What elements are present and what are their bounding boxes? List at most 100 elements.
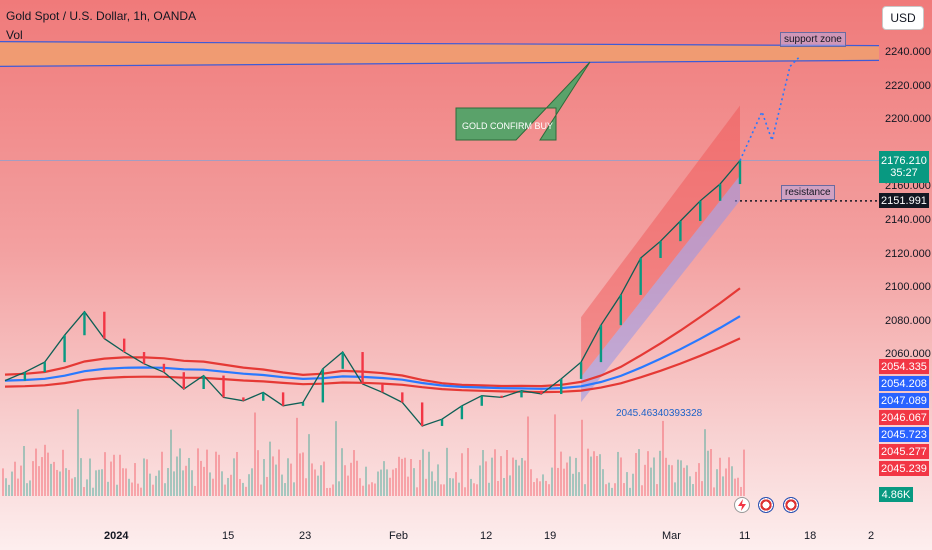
volume-bar — [488, 482, 490, 496]
lightning-icon[interactable] — [734, 497, 750, 513]
y-axis-tick: 2060.000 — [885, 348, 931, 361]
volume-bar — [35, 448, 37, 496]
volume-bar — [14, 461, 16, 496]
price-tag: 2045.723 — [879, 427, 929, 442]
volume-bar — [368, 484, 370, 496]
x-axis-tick: 11 — [739, 530, 751, 542]
y-axis-tick: 2200.000 — [885, 113, 931, 126]
x-axis-tick: 19 — [544, 530, 557, 542]
volume-bar — [23, 445, 25, 496]
volume-bar — [539, 481, 541, 496]
volume-bar — [560, 451, 562, 496]
volume-bar — [470, 478, 472, 496]
price-candle — [718, 184, 722, 201]
price-candle — [301, 402, 305, 406]
volume-bar — [230, 474, 232, 496]
support-zone-bottom-line — [0, 59, 880, 67]
volume-bar — [113, 454, 115, 496]
volume-bar — [605, 484, 607, 496]
support-zone-top-line — [0, 41, 880, 47]
volume-bar — [206, 449, 208, 496]
volume-bar — [350, 462, 352, 496]
volume-bar — [191, 470, 193, 496]
volume-bar — [188, 457, 190, 496]
volume-bar — [335, 421, 337, 496]
volume-bar — [545, 480, 547, 496]
volume-bar — [449, 478, 451, 496]
volume-bar — [128, 478, 130, 496]
volume-bar — [683, 467, 685, 496]
volume-bar — [671, 465, 673, 496]
volume-bar — [155, 475, 157, 496]
price-candle — [420, 402, 424, 426]
price-candle — [599, 325, 603, 363]
volume-bar — [710, 449, 712, 496]
volume-bar — [701, 481, 703, 496]
volume-bar — [251, 468, 253, 496]
volume-bar — [440, 484, 442, 496]
volume-bar — [260, 484, 262, 496]
volume-bar — [11, 471, 13, 496]
y-axis-tick: 2100.000 — [885, 281, 931, 294]
volume-bar — [89, 458, 91, 496]
volume-bar — [290, 463, 292, 496]
us-flag-icon[interactable] — [783, 497, 799, 513]
volume-bar — [278, 449, 280, 496]
volume-bar — [92, 487, 94, 496]
volume-bar — [287, 458, 289, 496]
ribbon-value-label: 2045.46340393328 — [616, 408, 703, 419]
volume-bar — [134, 463, 136, 496]
support-zone-label: support zone — [780, 32, 846, 47]
volume-bar — [722, 476, 724, 496]
x-axis-tick: 18 — [804, 530, 817, 542]
price-candle — [520, 390, 523, 398]
volume-bar — [476, 484, 478, 496]
volume-bar — [689, 476, 691, 496]
volume-bar — [317, 475, 319, 496]
volume-bar — [167, 468, 169, 496]
volume-bar — [614, 483, 616, 496]
volume-bar — [95, 470, 97, 496]
price-tag: 2045.277 — [879, 444, 929, 459]
price-candle — [341, 352, 344, 369]
volume-bar — [137, 483, 139, 496]
volume-bar — [62, 449, 64, 496]
price-tag-value: 2176.210 — [881, 155, 927, 167]
price-candle — [460, 405, 464, 420]
volume-bar — [71, 478, 73, 496]
volume-label: Vol — [6, 28, 23, 42]
volume-bar — [704, 429, 706, 496]
price-candle — [23, 372, 27, 381]
volume-bar — [422, 449, 424, 496]
volume-bar — [395, 468, 397, 496]
volume-bar — [302, 452, 304, 496]
volume-bar — [494, 449, 496, 496]
volume-bar — [74, 477, 76, 496]
currency-button[interactable]: USD — [882, 6, 924, 30]
volume-bar — [227, 477, 229, 496]
volume-bar — [662, 420, 664, 496]
price-candle — [500, 395, 503, 398]
volume-bar — [464, 487, 466, 496]
price-candle — [222, 375, 225, 398]
volume-bar — [221, 471, 223, 496]
volume-bar — [326, 487, 328, 496]
volume-bar — [380, 469, 382, 496]
price-candle — [122, 338, 126, 353]
volume-bar — [425, 478, 427, 496]
volume-bar — [365, 466, 367, 496]
volume-bar — [371, 482, 373, 496]
volume-bar — [8, 484, 10, 496]
price-candle — [401, 392, 404, 403]
price-candle — [103, 311, 106, 339]
price-candle — [699, 200, 702, 221]
volume-bar — [47, 452, 49, 496]
volume-bar — [140, 487, 142, 496]
volume-bar — [284, 483, 286, 496]
us-flag-icon[interactable] — [758, 497, 774, 513]
volume-bar — [401, 458, 403, 496]
volume-bar — [482, 450, 484, 496]
x-axis-tick: Mar — [662, 530, 681, 542]
volume-bar — [674, 482, 676, 496]
volume-bar — [578, 472, 580, 496]
